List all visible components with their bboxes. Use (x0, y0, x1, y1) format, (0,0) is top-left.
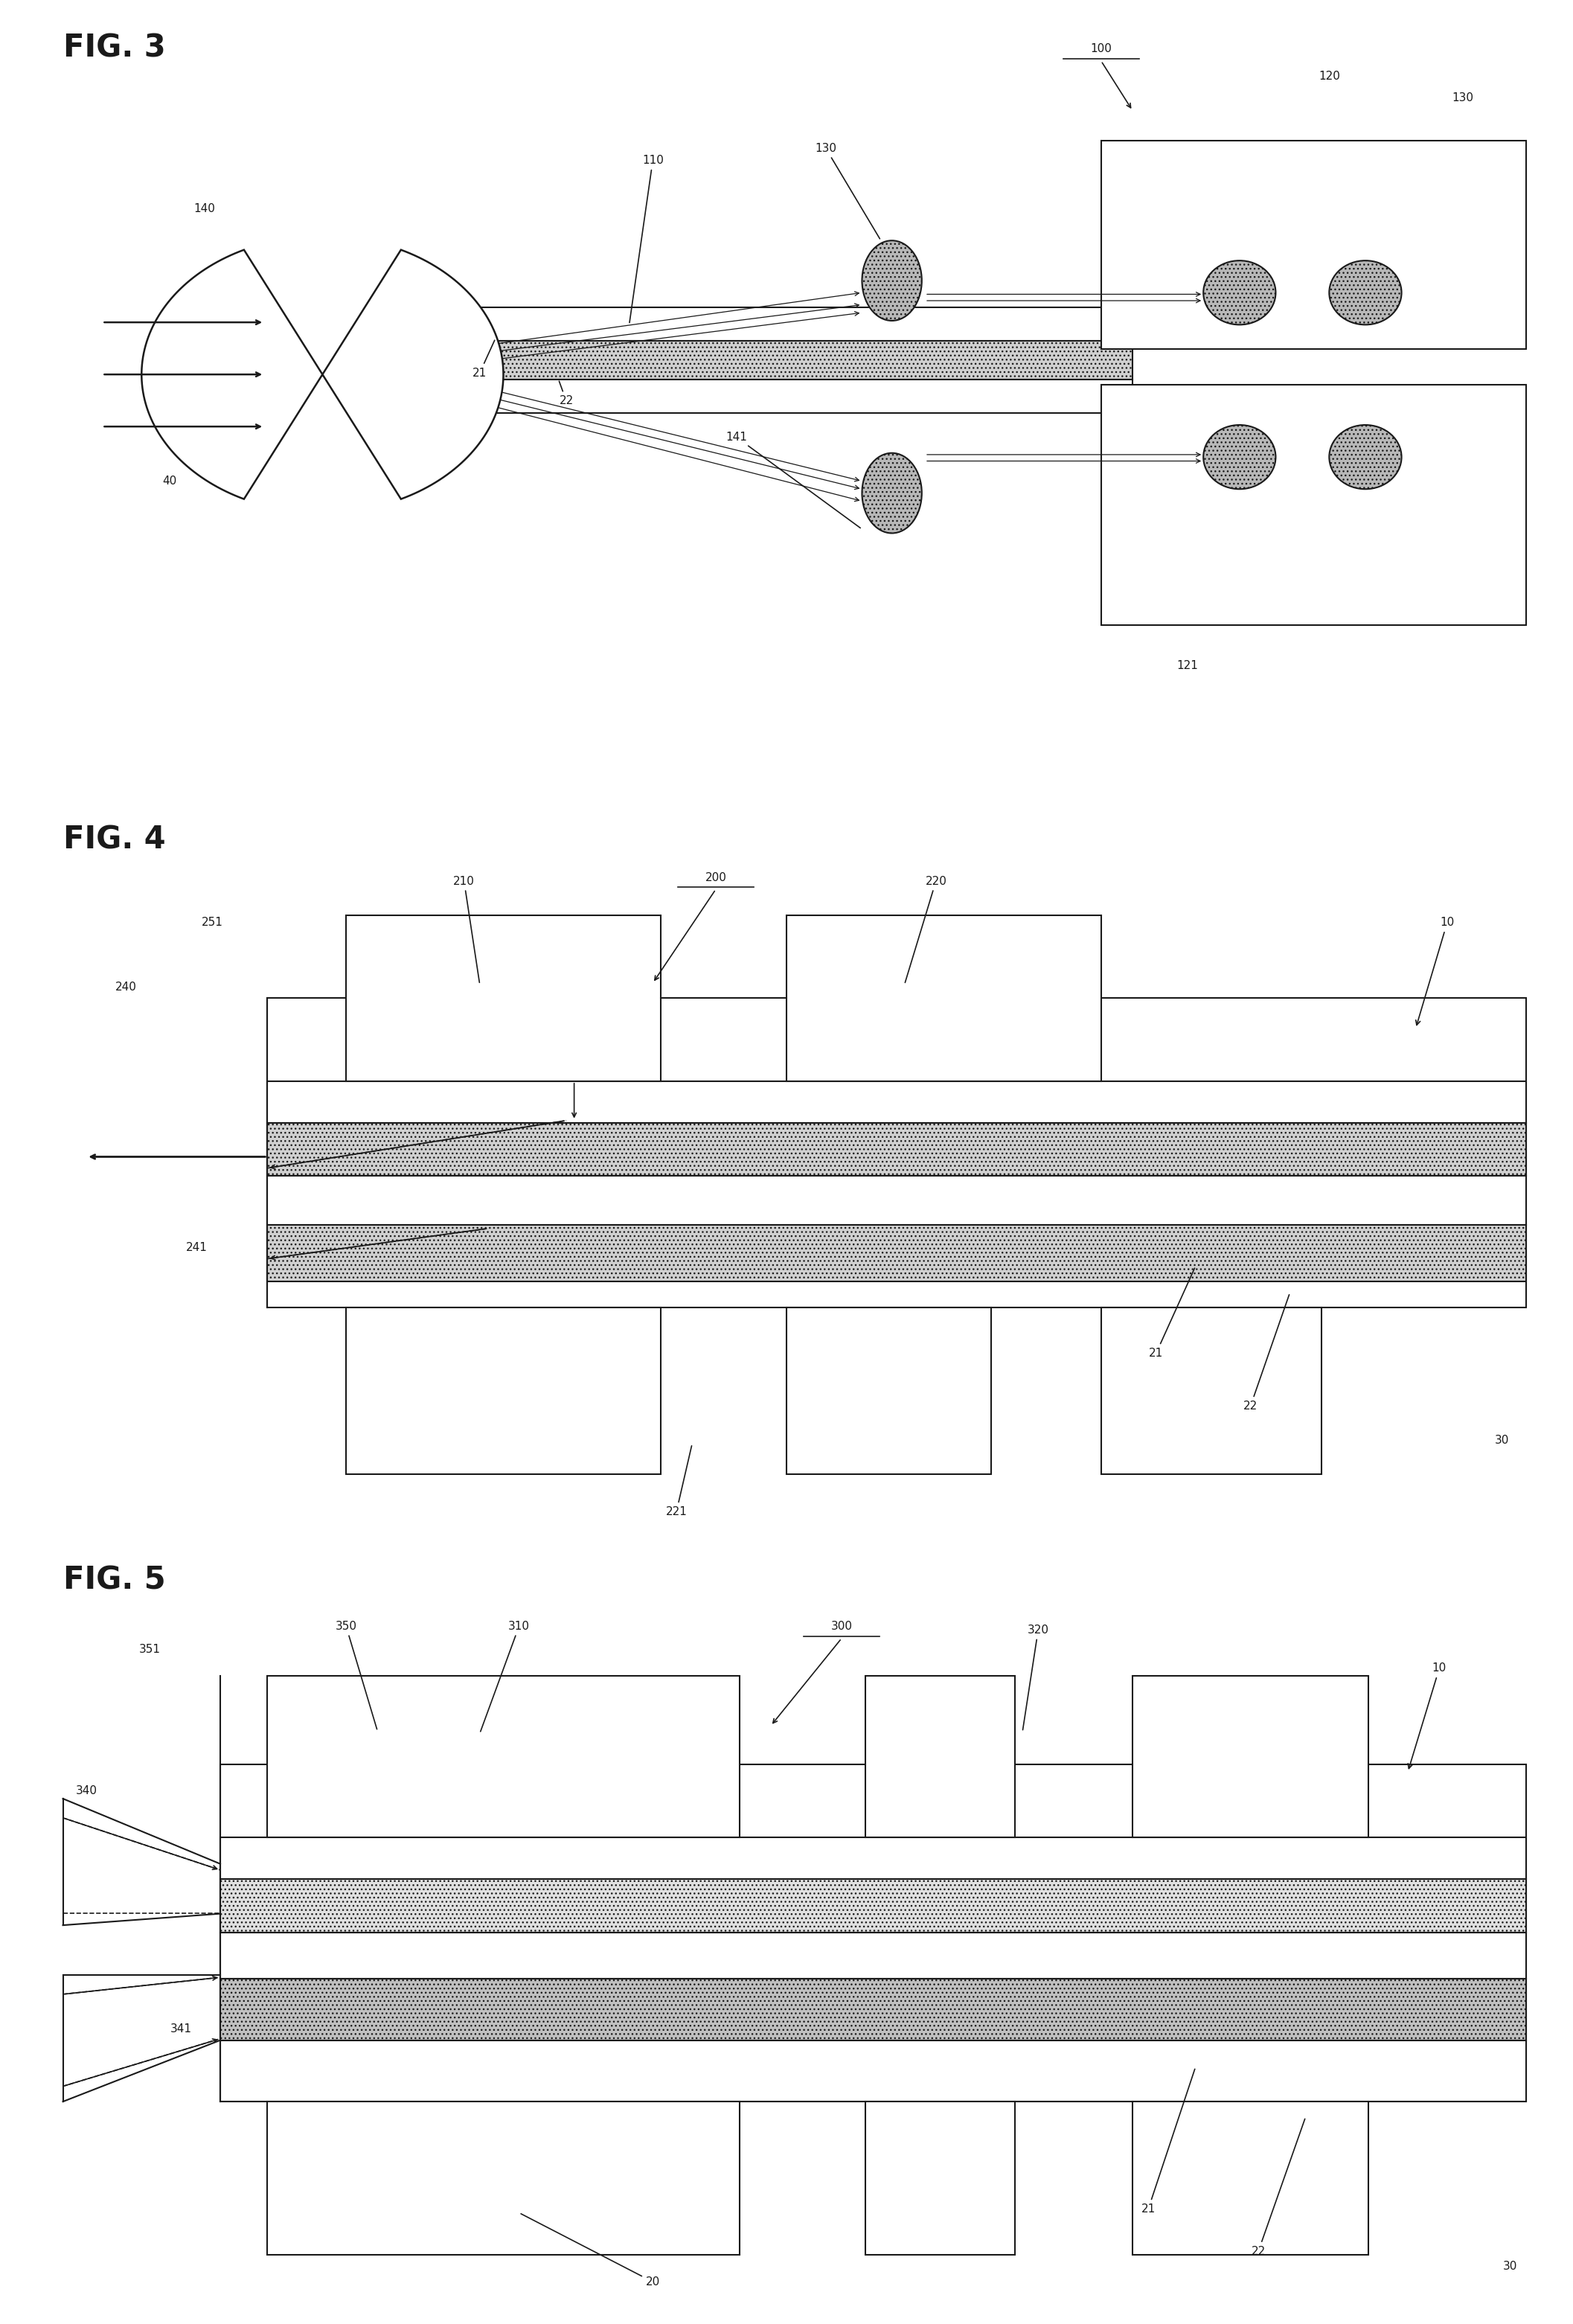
Bar (220, 1980, 1526, 2040)
Text: 220: 220 (904, 876, 947, 983)
Bar (220, 1934, 1526, 1978)
Bar (440, 379, 1133, 414)
Bar (267, 2101, 739, 2254)
Text: 20: 20 (521, 2215, 661, 2287)
Text: 141: 141 (725, 432, 860, 528)
Text: 30: 30 (1494, 1434, 1510, 1446)
Text: 22: 22 (558, 381, 574, 407)
Text: FIG. 3: FIG. 3 (63, 33, 165, 63)
Bar (267, 1081, 1526, 1122)
Text: 240: 240 (115, 981, 137, 992)
Text: 130: 130 (815, 142, 879, 239)
Text: 120: 120 (1318, 70, 1340, 81)
Ellipse shape (1329, 425, 1402, 488)
Text: 21: 21 (1148, 1269, 1194, 1360)
Text: FIG. 5: FIG. 5 (63, 1564, 165, 1597)
Ellipse shape (862, 239, 922, 321)
Polygon shape (142, 249, 503, 500)
Bar (220, 1880, 1526, 1934)
Ellipse shape (1203, 260, 1276, 325)
Bar (1133, 1676, 1369, 1836)
Text: 10: 10 (1416, 918, 1455, 1025)
Text: 200: 200 (705, 872, 727, 883)
Bar (267, 999, 1526, 1308)
Bar (1101, 139, 1526, 349)
Bar (267, 1176, 1526, 1225)
Text: 210: 210 (453, 876, 480, 983)
Bar (267, 1676, 739, 1836)
Text: 30: 30 (1502, 2261, 1518, 2273)
Text: 310: 310 (480, 1620, 530, 1731)
Text: FIG. 4: FIG. 4 (63, 825, 165, 855)
Text: 251: 251 (201, 918, 223, 927)
Text: 130: 130 (1452, 93, 1474, 102)
Text: 22: 22 (1243, 1294, 1290, 1411)
Text: 100: 100 (1090, 44, 1112, 53)
Text: 241: 241 (186, 1241, 208, 1253)
Bar (346, 916, 661, 1081)
Text: 350: 350 (335, 1620, 378, 1729)
Text: 340: 340 (76, 1785, 98, 1796)
Bar (220, 2040, 1526, 2101)
Text: 21: 21 (1140, 2068, 1195, 2215)
Bar (267, 1122, 1526, 1176)
Text: 300: 300 (831, 1622, 853, 1631)
Text: 140: 140 (193, 202, 216, 214)
Bar (440, 342, 1133, 379)
Bar (865, 2101, 1015, 2254)
Text: 320: 320 (1022, 1624, 1049, 1729)
Bar (220, 1764, 1526, 2101)
Text: 21: 21 (472, 339, 494, 379)
Bar (1133, 2101, 1369, 2254)
Text: 341: 341 (170, 2024, 192, 2034)
Text: 221: 221 (665, 1446, 692, 1518)
Ellipse shape (862, 453, 922, 532)
Bar (1101, 1308, 1321, 1473)
Bar (440, 307, 1133, 342)
Text: 110: 110 (629, 156, 664, 323)
Ellipse shape (1203, 425, 1276, 488)
Bar (1101, 386, 1526, 625)
Text: 40: 40 (162, 476, 178, 486)
Bar (786, 916, 1101, 1081)
Bar (786, 1308, 991, 1473)
Text: 121: 121 (1177, 660, 1199, 672)
Text: 351: 351 (138, 1643, 160, 1655)
Bar (267, 1225, 1526, 1281)
Ellipse shape (1329, 260, 1402, 325)
Bar (220, 1836, 1526, 1880)
Text: 10: 10 (1408, 1662, 1447, 1769)
Text: 22: 22 (1251, 2119, 1306, 2257)
Bar (865, 1676, 1015, 1836)
Bar (346, 1308, 661, 1473)
